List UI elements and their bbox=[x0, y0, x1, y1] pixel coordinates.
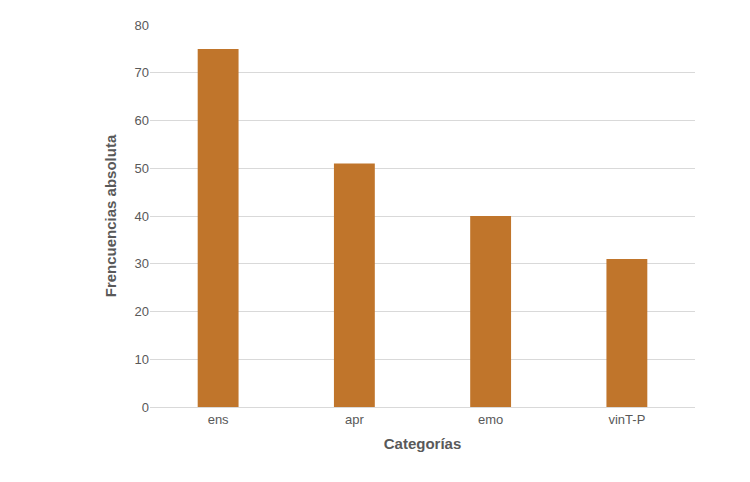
svg-text:10: 10 bbox=[135, 352, 149, 367]
svg-text:70: 70 bbox=[135, 65, 149, 80]
svg-text:0: 0 bbox=[142, 400, 149, 415]
svg-text:emo: emo bbox=[478, 412, 503, 427]
svg-text:vinT-P: vinT-P bbox=[608, 412, 645, 427]
svg-text:30: 30 bbox=[135, 256, 149, 271]
svg-text:50: 50 bbox=[135, 161, 149, 176]
svg-text:Categorías: Categorías bbox=[384, 435, 462, 452]
svg-text:40: 40 bbox=[135, 209, 149, 224]
svg-text:20: 20 bbox=[135, 304, 149, 319]
svg-text:Frencuencias absoluta: Frencuencias absoluta bbox=[102, 134, 119, 297]
svg-text:80: 80 bbox=[135, 18, 149, 33]
svg-text:60: 60 bbox=[135, 113, 149, 128]
svg-text:ens: ens bbox=[208, 412, 229, 427]
svg-text:apr: apr bbox=[345, 412, 364, 427]
